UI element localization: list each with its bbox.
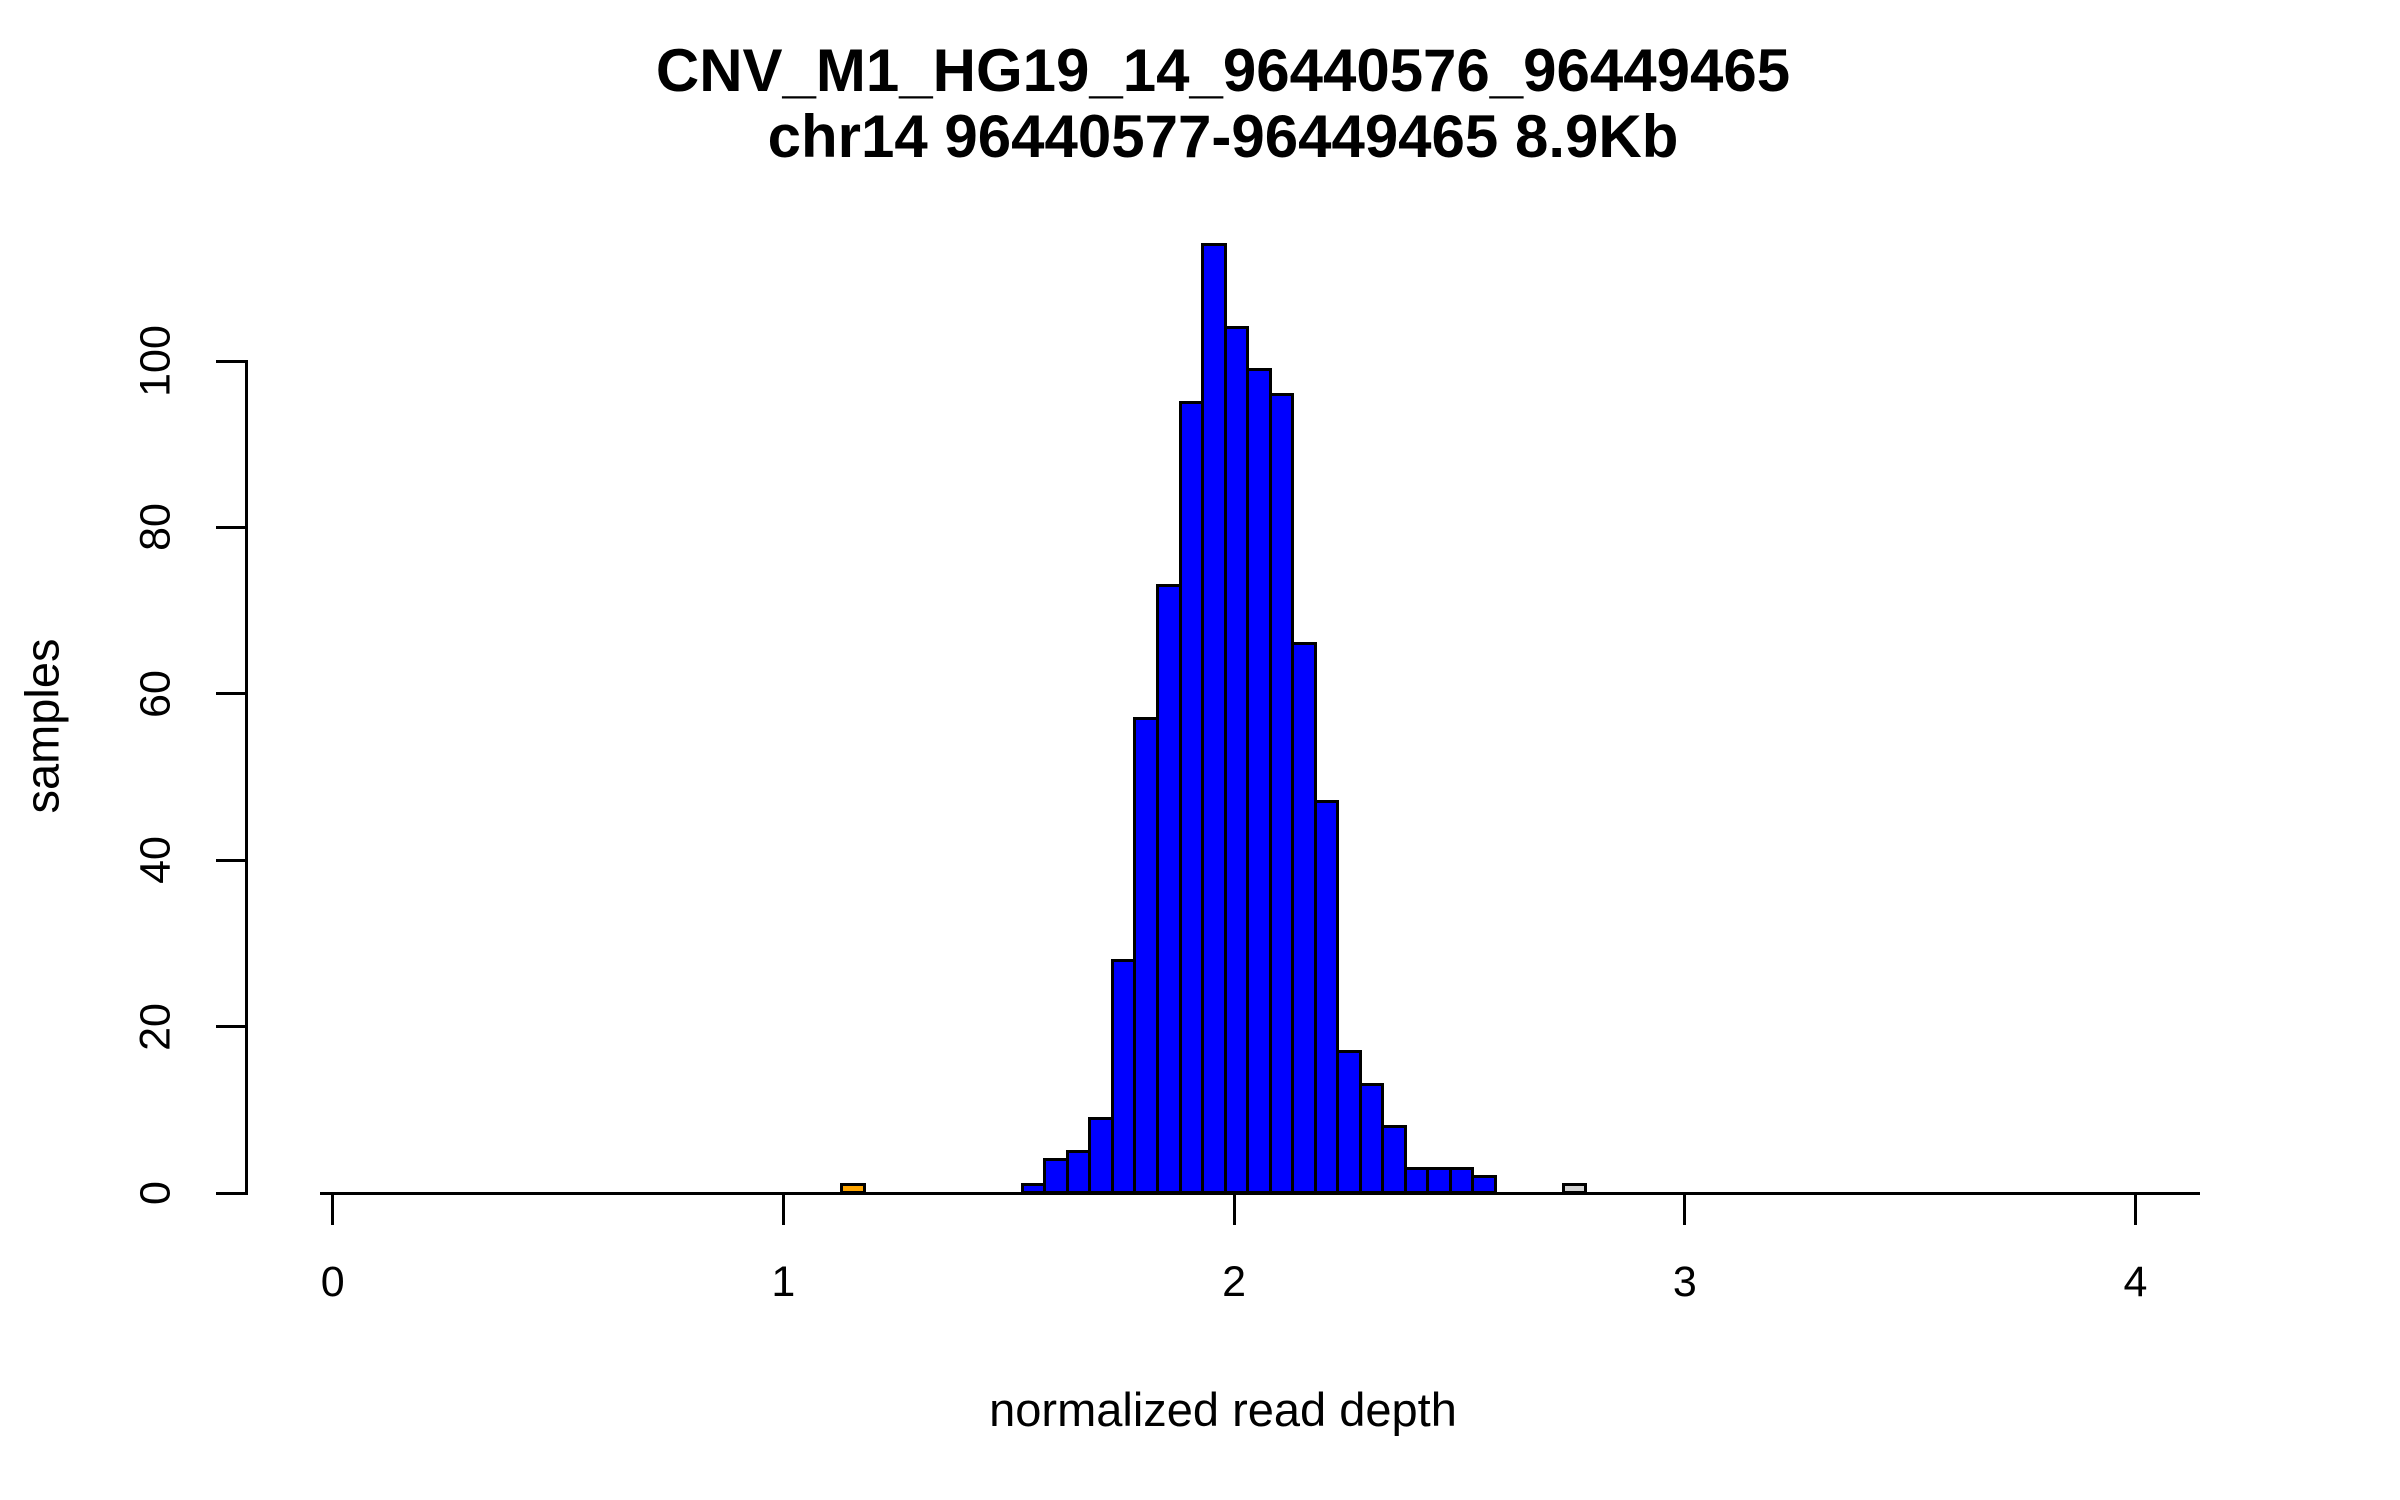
y-tick-mark: [216, 692, 246, 696]
x-tick-mark: [781, 1193, 785, 1225]
y-axis-label: samples: [15, 638, 69, 814]
y-tick-mark: [216, 1025, 246, 1029]
x-tick-label: 1: [771, 1258, 796, 1306]
histogram-bar: [1358, 1083, 1385, 1195]
x-tick-label: 0: [320, 1258, 345, 1306]
y-axis-line: [244, 359, 248, 1195]
x-tick-mark: [1232, 1193, 1236, 1225]
x-tick-label: 2: [1222, 1258, 1247, 1306]
histogram-bar: [1223, 326, 1250, 1195]
histogram-bar: [1043, 1158, 1069, 1195]
x-tick-label: 3: [1672, 1258, 1697, 1306]
x-tick-mark: [2134, 1193, 2137, 1225]
y-tick-mark: [216, 525, 246, 529]
y-tick-mark: [216, 1191, 246, 1195]
chart-title: CNV_M1_HG19_14_96440576_96449465: [655, 37, 1791, 104]
y-tick-label: 80: [131, 503, 180, 552]
x-axis-label: normalized read depth: [989, 1383, 1457, 1436]
y-tick-mark: [216, 359, 246, 363]
y-tick-label: 60: [131, 669, 180, 718]
x-tick-mark: [331, 1193, 335, 1225]
x-tick-label: 4: [2123, 1258, 2148, 1306]
y-tick-mark: [216, 858, 246, 862]
chart-subtitle: chr14 96440577-96449465 8.9Kb: [767, 103, 1679, 170]
y-tick-label: 0: [131, 1181, 180, 1205]
histogram-bar: [1313, 800, 1340, 1195]
x-axis-line: [320, 1191, 2200, 1195]
x-tick-mark: [1683, 1193, 1687, 1225]
y-tick-label: 40: [131, 836, 180, 885]
y-tick-label: 100: [131, 325, 180, 397]
y-tick-label: 20: [131, 1002, 180, 1051]
